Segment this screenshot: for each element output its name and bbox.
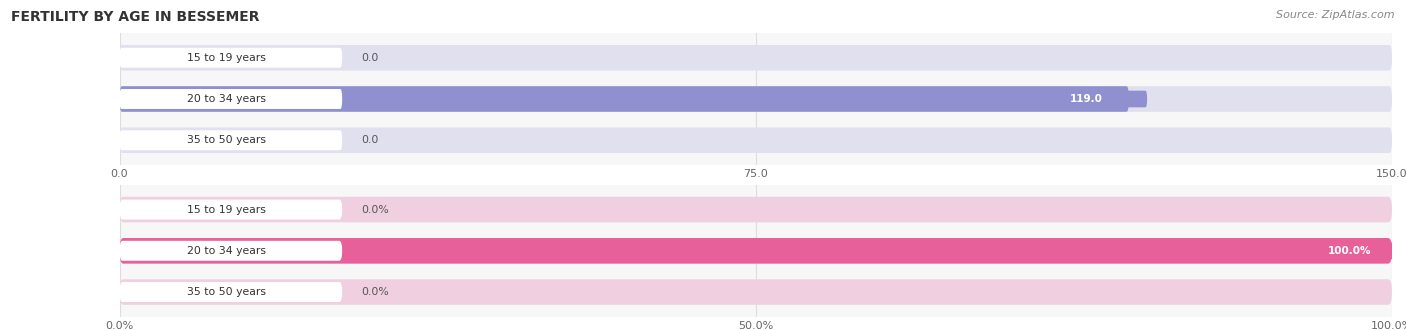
- FancyBboxPatch shape: [120, 45, 1392, 71]
- FancyBboxPatch shape: [120, 238, 1392, 264]
- FancyBboxPatch shape: [120, 197, 1392, 222]
- FancyBboxPatch shape: [120, 279, 1392, 305]
- Text: Source: ZipAtlas.com: Source: ZipAtlas.com: [1277, 10, 1395, 20]
- FancyBboxPatch shape: [1289, 243, 1406, 259]
- Text: 15 to 19 years: 15 to 19 years: [187, 53, 266, 63]
- FancyBboxPatch shape: [120, 48, 342, 68]
- FancyBboxPatch shape: [120, 89, 342, 109]
- FancyBboxPatch shape: [120, 238, 1392, 264]
- FancyBboxPatch shape: [1026, 91, 1147, 107]
- Text: 119.0: 119.0: [1070, 94, 1104, 104]
- Text: 0.0%: 0.0%: [361, 287, 389, 297]
- Text: 0.0: 0.0: [361, 135, 378, 145]
- FancyBboxPatch shape: [120, 86, 1392, 112]
- FancyBboxPatch shape: [120, 130, 342, 150]
- FancyBboxPatch shape: [120, 241, 342, 261]
- Text: 20 to 34 years: 20 to 34 years: [187, 94, 266, 104]
- Text: 35 to 50 years: 35 to 50 years: [187, 135, 266, 145]
- Text: 100.0%: 100.0%: [1327, 246, 1371, 256]
- Text: 0.0%: 0.0%: [361, 205, 389, 214]
- Text: 0.0: 0.0: [361, 53, 378, 63]
- FancyBboxPatch shape: [120, 282, 342, 302]
- FancyBboxPatch shape: [120, 127, 1392, 153]
- Text: 20 to 34 years: 20 to 34 years: [187, 246, 266, 256]
- FancyBboxPatch shape: [120, 200, 342, 219]
- Text: FERTILITY BY AGE IN BESSEMER: FERTILITY BY AGE IN BESSEMER: [11, 10, 260, 24]
- Text: 15 to 19 years: 15 to 19 years: [187, 205, 266, 214]
- FancyBboxPatch shape: [120, 86, 1129, 112]
- Text: 35 to 50 years: 35 to 50 years: [187, 287, 266, 297]
